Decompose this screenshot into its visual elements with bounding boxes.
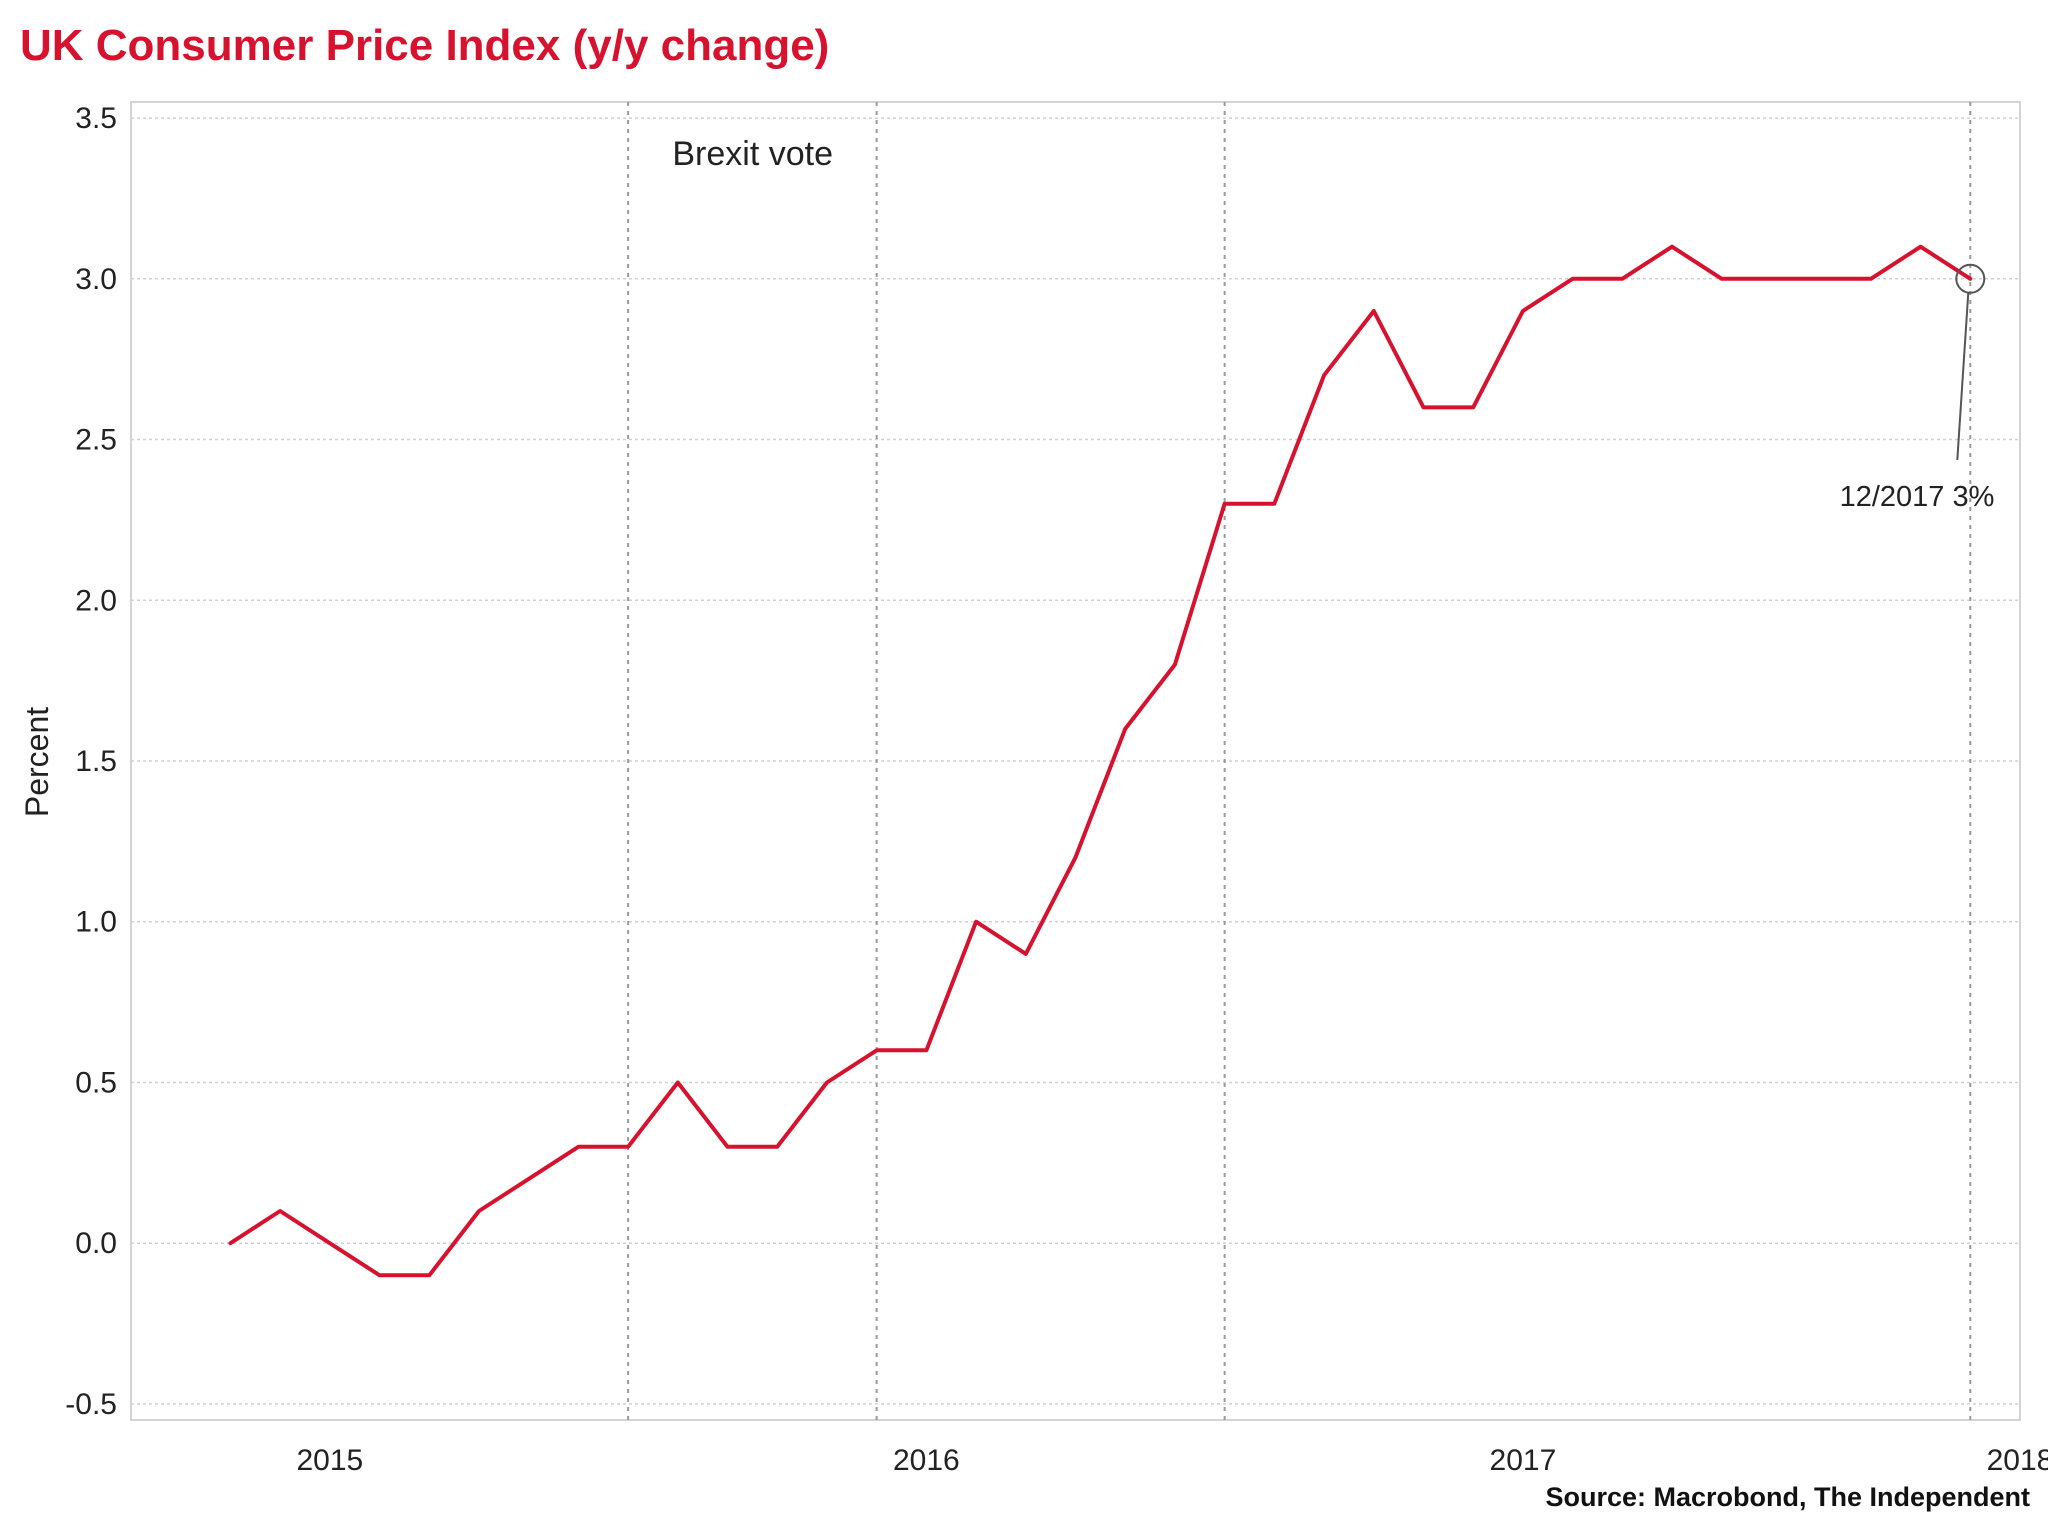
x-tick-label: 2015	[296, 1444, 363, 1477]
y-tick-label: 0.5	[75, 1066, 117, 1099]
x-tick-label: 2016	[893, 1444, 960, 1477]
source-note: Source: Macrobond, The Independent	[1545, 1482, 2030, 1512]
y-tick-label: 0.0	[75, 1227, 117, 1260]
x-tick-label: 2018	[1987, 1444, 2048, 1477]
grid-lines	[131, 117, 2020, 1405]
y-axis-ticks: -0.5 0.0 0.5 1.0 1.5 2.0 2.5 3.0 3.5	[65, 102, 117, 1421]
latest-value-callout: 12/2017 3%	[1840, 263, 1995, 513]
brexit-vote-annotation: Brexit vote	[672, 135, 833, 173]
y-tick-label: 1.5	[75, 745, 117, 778]
y-tick-label: 1.0	[75, 906, 117, 939]
latest-value-label: 12/2017 3%	[1840, 481, 1995, 513]
y-tick-label: 2.5	[75, 424, 117, 457]
latest-point-marker	[1955, 263, 1986, 294]
series-line	[228, 244, 1973, 1278]
y-axis-label: Percent	[19, 707, 55, 817]
y-tick-label: -0.5	[65, 1388, 117, 1421]
cpi-series	[228, 244, 1973, 1278]
callout-leader-line	[1956, 292, 1970, 461]
event-lines	[627, 102, 1972, 1420]
y-tick-label: 3.0	[75, 263, 117, 296]
y-tick-label: 2.0	[75, 584, 117, 617]
y-tick-label: 3.5	[75, 102, 117, 135]
x-axis-ticks: 2015 2016 2017 2018	[296, 1444, 2048, 1477]
x-tick-label: 2017	[1490, 1444, 1557, 1477]
chart-title: UK Consumer Price Index (y/y change)	[20, 21, 829, 70]
